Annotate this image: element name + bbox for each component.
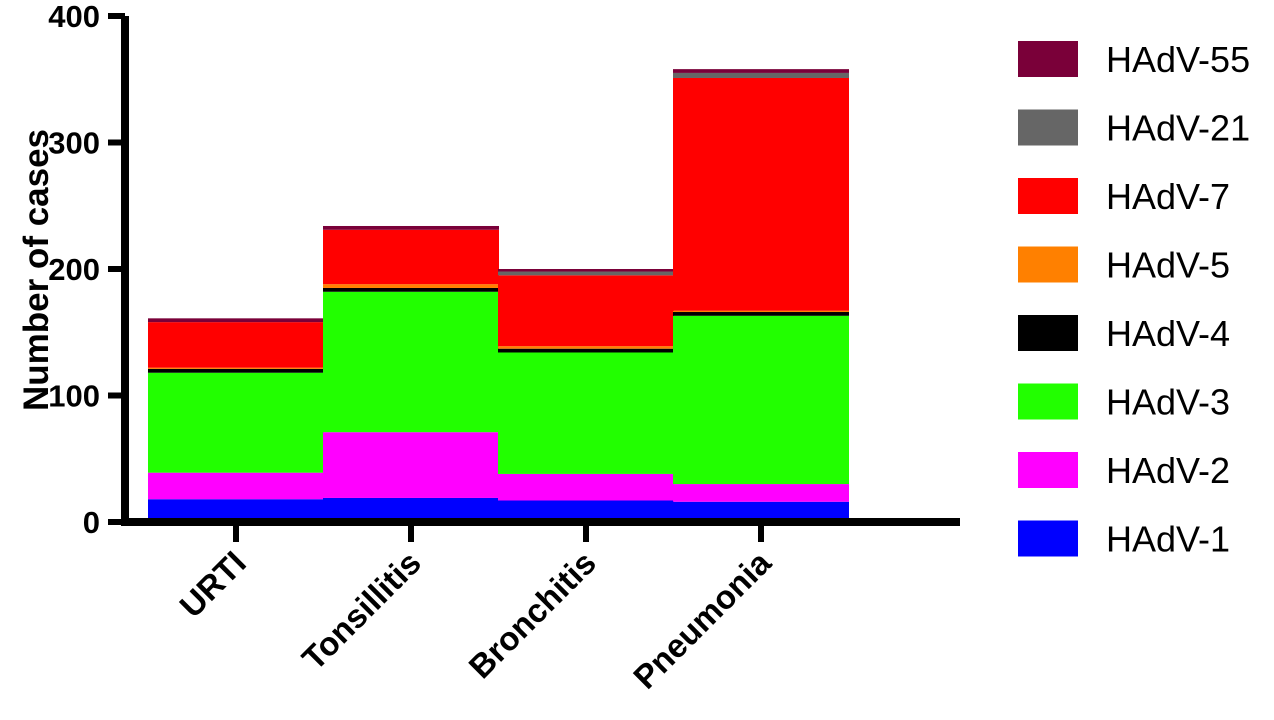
legend-swatch-hadv-55 xyxy=(1018,41,1078,77)
bar-segment-bronchitis-hadv-5 xyxy=(498,346,674,349)
bar-segment-pneumonia-hadv-2 xyxy=(673,484,849,502)
legend-label-hadv-55: HAdV-55 xyxy=(1106,39,1250,80)
legend-label-hadv-7: HAdV-7 xyxy=(1106,176,1230,217)
legend-swatch-hadv-3 xyxy=(1018,383,1078,420)
bar-segment-tonsillitis-hadv-2 xyxy=(323,432,499,498)
y-axis-label: Number of cases xyxy=(17,129,56,411)
bar-segment-pneumonia-hadv-4 xyxy=(673,312,849,316)
bar-segment-tonsillitis-hadv-55 xyxy=(323,225,499,230)
legend-label-hadv-4: HAdV-4 xyxy=(1106,313,1230,354)
bar-segment-tonsillitis-hadv-7 xyxy=(323,229,499,285)
bar-segment-pneumonia-hadv-21 xyxy=(673,72,849,78)
y-tick-label: 100 xyxy=(48,379,100,414)
legend-swatch-hadv-5 xyxy=(1018,246,1078,283)
x-ticks-group: URTI Tonsillitis Bronchitis Pneumonia xyxy=(172,522,778,696)
legend-swatch-hadv-1 xyxy=(1018,520,1078,557)
y-tick-label: 0 xyxy=(83,505,100,540)
bar-segment-pneumonia-hadv-5 xyxy=(673,310,849,313)
bars-group xyxy=(148,69,849,522)
x-tick-label-tonsillitis: Tonsillitis xyxy=(295,544,428,677)
x-tick-label-pneumonia: Pneumonia xyxy=(626,543,778,695)
bar-segment-bronchitis-hadv-7 xyxy=(498,275,674,347)
bar-segment-urti-hadv-3 xyxy=(148,372,324,473)
legend-label-hadv-21: HAdV-21 xyxy=(1106,108,1250,149)
bar-segment-bronchitis-hadv-55 xyxy=(498,269,674,272)
bar-segment-urti-hadv-1 xyxy=(148,499,324,522)
legend-label-hadv-1: HAdV-1 xyxy=(1106,519,1230,560)
y-tick-label: 400 xyxy=(48,0,100,34)
legend-label-hadv-3: HAdV-3 xyxy=(1106,382,1230,423)
bar-segment-urti-hadv-7 xyxy=(148,322,324,368)
bar-segment-urti-hadv-5 xyxy=(148,367,324,369)
x-tick-label-urti: URTI xyxy=(172,544,253,625)
bar-segment-bronchitis-hadv-1 xyxy=(498,500,674,522)
bar-segment-bronchitis-hadv-2 xyxy=(498,473,674,501)
legend-label-hadv-5: HAdV-5 xyxy=(1106,245,1230,286)
x-tick-label-bronchitis: Bronchitis xyxy=(461,544,603,686)
bar-segment-pneumonia-hadv-55 xyxy=(673,69,849,73)
legend-swatch-hadv-4 xyxy=(1018,315,1078,351)
bar-segment-bronchitis-hadv-4 xyxy=(498,348,674,353)
y-ticks-group: 0 100 200 300 400 xyxy=(48,0,125,540)
legend-swatch-hadv-21 xyxy=(1018,109,1078,146)
bar-segment-tonsillitis-hadv-4 xyxy=(323,287,499,292)
bar-segment-bronchitis-hadv-21 xyxy=(498,271,674,276)
bar-segment-tonsillitis-hadv-3 xyxy=(323,291,499,433)
bar-segment-urti-hadv-55 xyxy=(148,318,324,323)
bar-segment-urti-hadv-2 xyxy=(148,472,324,500)
bar-segment-urti-hadv-4 xyxy=(148,368,324,373)
bar-segment-tonsillitis-hadv-1 xyxy=(323,497,499,522)
bar-segment-tonsillitis-hadv-5 xyxy=(323,284,499,288)
y-tick-label: 300 xyxy=(48,126,100,161)
legend-swatch-hadv-7 xyxy=(1018,178,1078,214)
bar-segment-pneumonia-hadv-3 xyxy=(673,315,849,485)
legend: HAdV-55 HAdV-21 HAdV-7 HAdV-5 HAdV-4 HAdV-3 HA… xyxy=(1018,39,1250,560)
bar-segment-pneumonia-hadv-1 xyxy=(673,501,849,522)
y-tick-label: 200 xyxy=(48,252,100,287)
bar-segment-pneumonia-hadv-7 xyxy=(673,77,849,311)
bar-segment-bronchitis-hadv-3 xyxy=(498,352,674,474)
legend-label-hadv-2: HAdV-2 xyxy=(1106,450,1230,491)
legend-swatch-hadv-2 xyxy=(1018,452,1078,488)
